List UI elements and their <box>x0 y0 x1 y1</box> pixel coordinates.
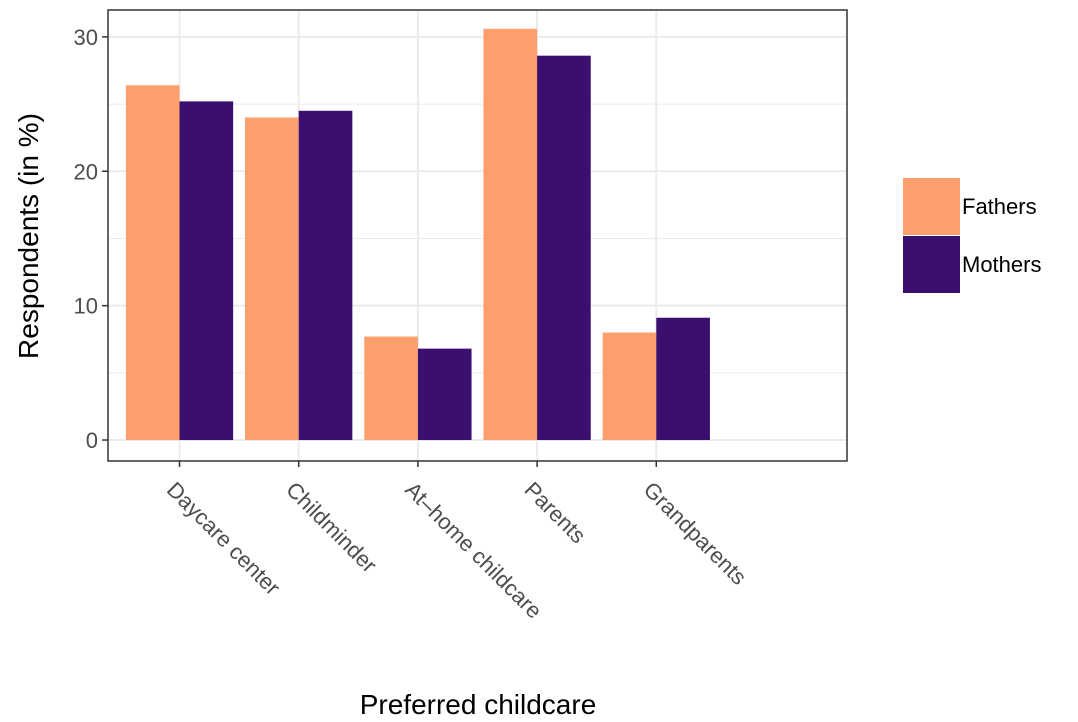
plot-border <box>107 9 848 462</box>
bar <box>483 28 538 441</box>
bar <box>537 55 591 441</box>
y-tick-label: 10 <box>74 294 98 319</box>
y-axis-title: Respondents (in %) <box>13 113 44 359</box>
bar <box>298 110 353 441</box>
legend-key <box>903 236 960 293</box>
x-tick-label: Parents <box>520 477 591 548</box>
x-axis-title: Preferred childcare <box>360 689 597 720</box>
x-tick-label: Grandparents <box>639 477 752 590</box>
bar <box>602 332 657 441</box>
x-tick-label: Childminder <box>281 477 382 578</box>
y-tick-label: 0 <box>86 428 98 453</box>
bar <box>245 117 299 441</box>
y-tick-label: 30 <box>74 25 98 50</box>
y-tick-label: 20 <box>74 159 98 184</box>
bar <box>125 85 180 441</box>
bar <box>417 348 472 441</box>
bar <box>179 101 234 441</box>
bar <box>364 336 418 441</box>
legend-label: Mothers <box>962 252 1041 277</box>
legend-label: Fathers <box>962 194 1037 219</box>
legend-key <box>903 178 960 235</box>
bar <box>656 317 710 441</box>
x-tick-label: Daycare center <box>162 477 285 600</box>
